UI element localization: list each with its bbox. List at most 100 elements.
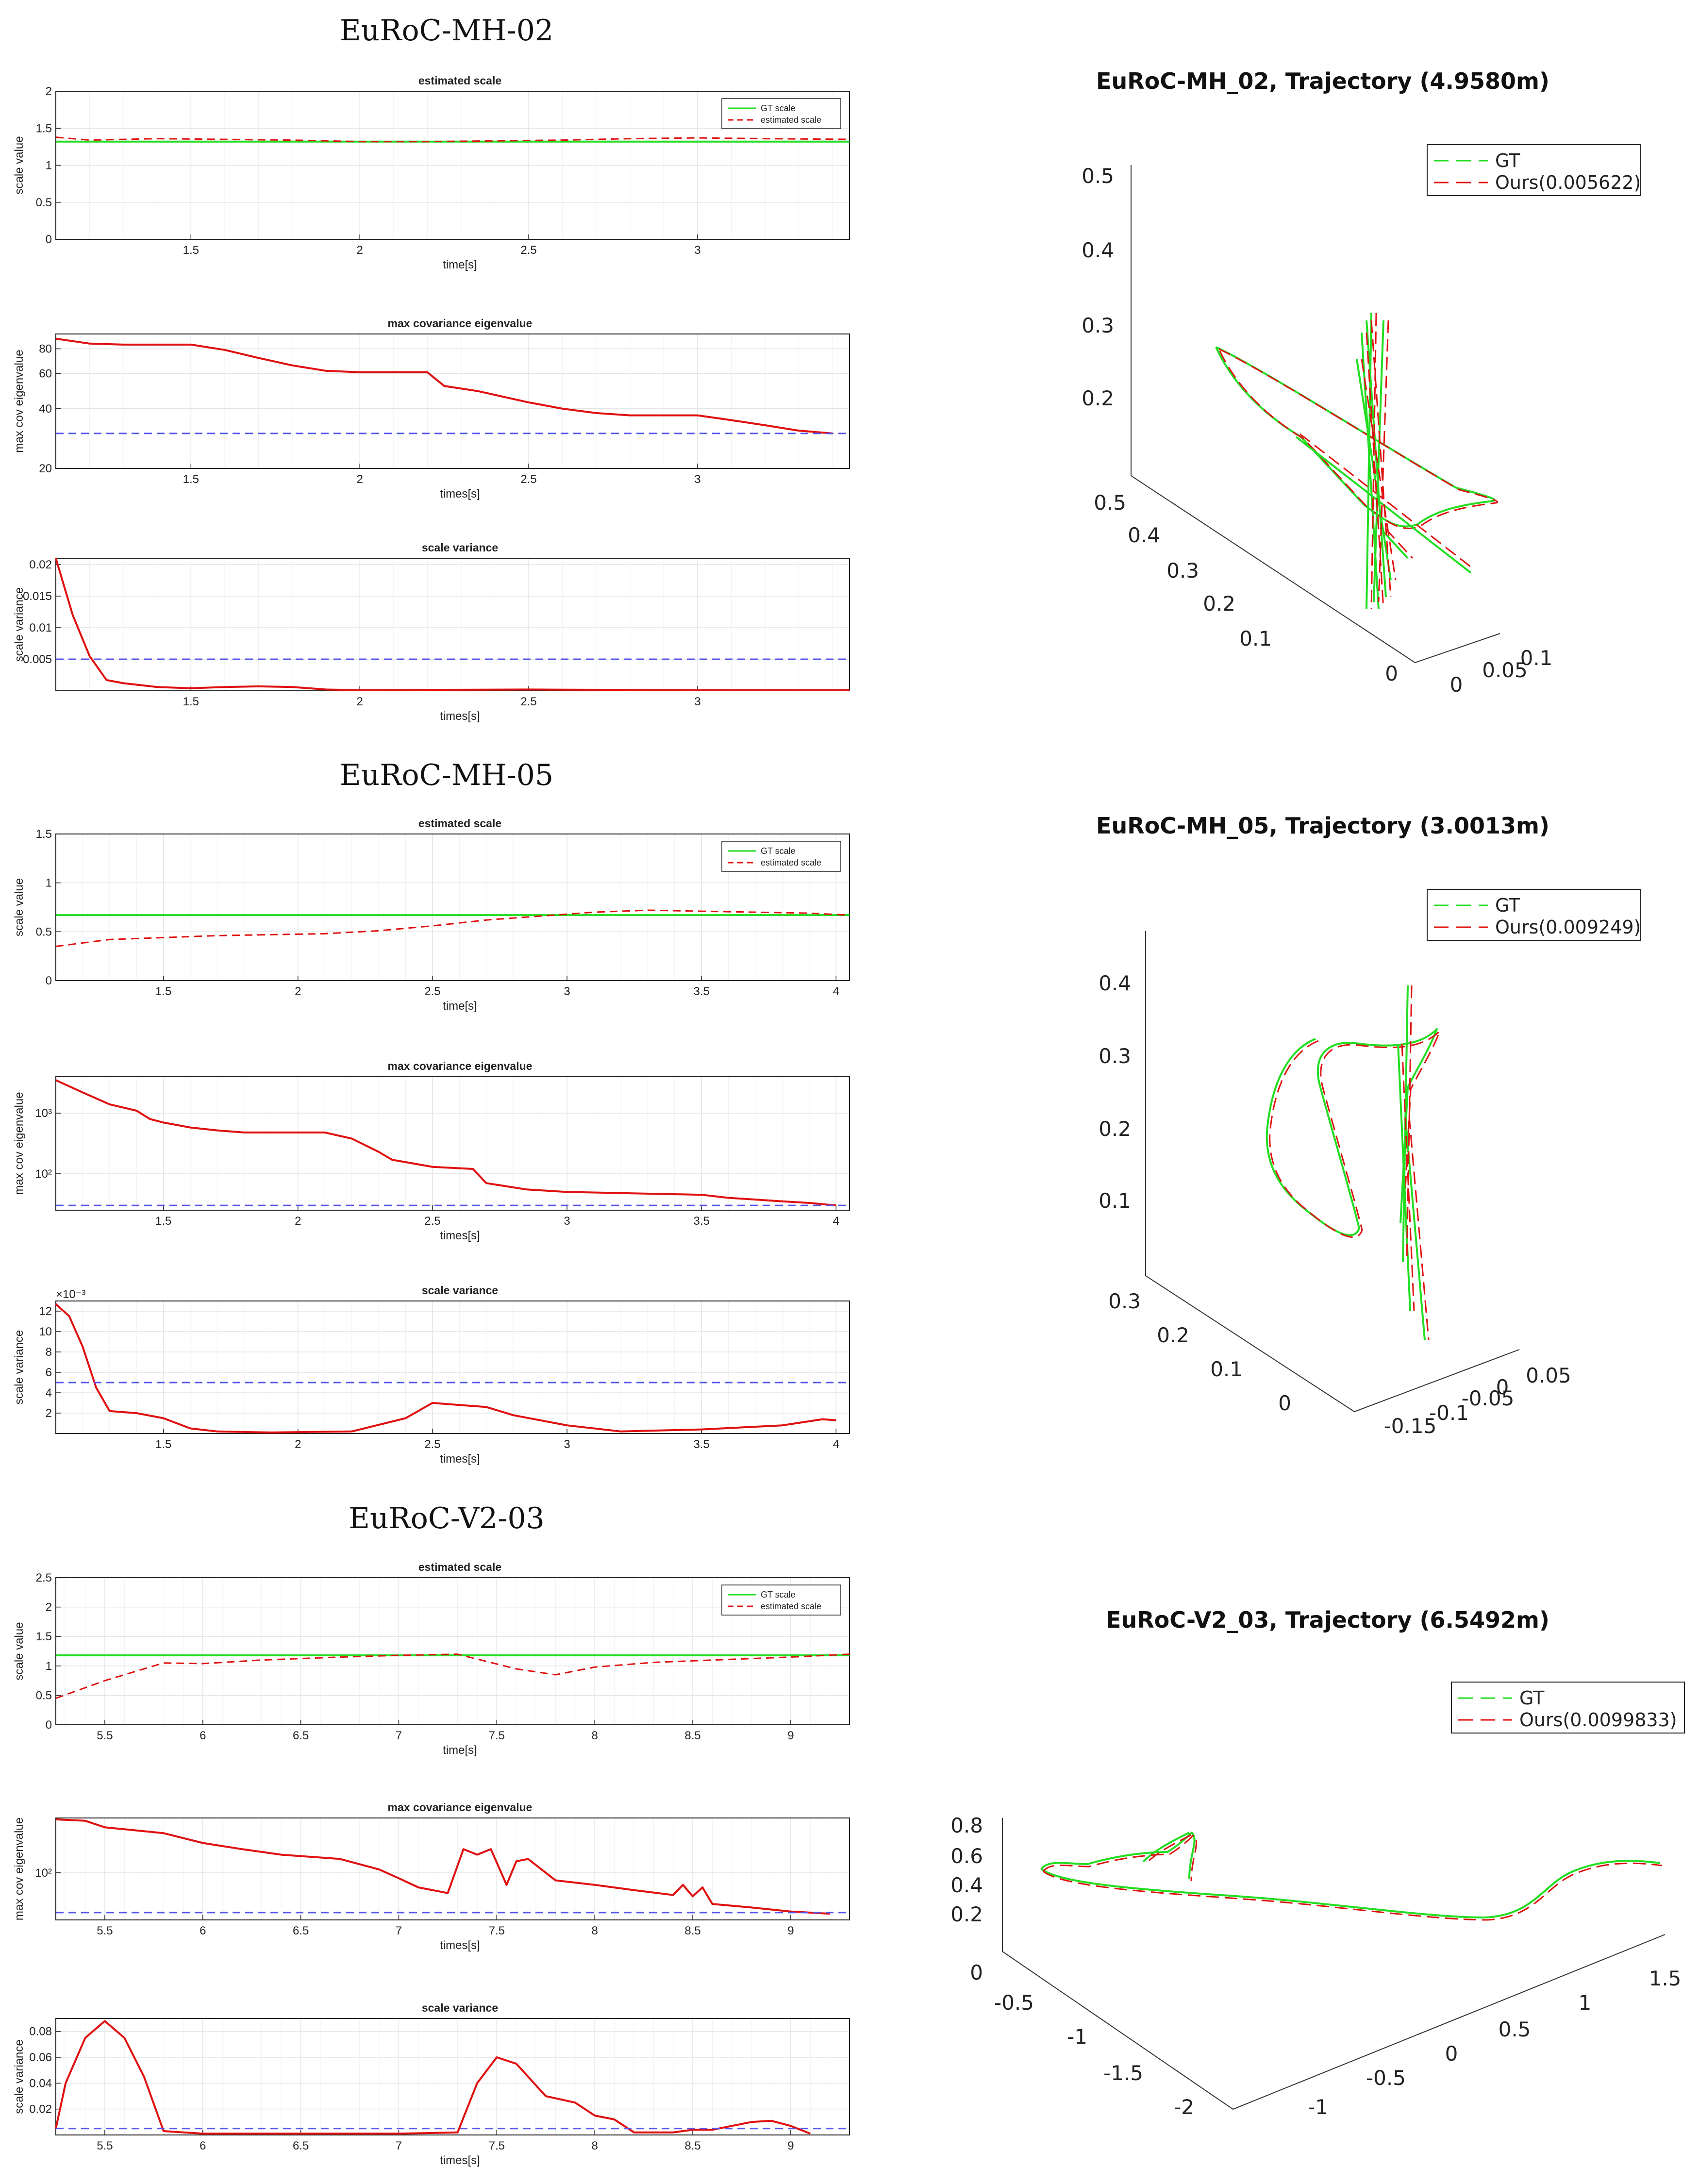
plot-title: max covariance eigenvalue — [388, 317, 533, 330]
plot-frame — [55, 1300, 850, 1434]
legend-label: Ours(0.009249) — [1495, 917, 1641, 938]
axis-tick-label: -2 — [1174, 2095, 1194, 2119]
x-tick-label: 1.5 — [155, 1215, 171, 1228]
y-tick-label: 1.5 — [36, 122, 52, 135]
x-tick-label: 2.5 — [424, 1438, 440, 1451]
legend-label: estimated scale — [761, 858, 821, 867]
y-tick-label: 0.02 — [29, 558, 52, 571]
x-axis-label: time[s] — [443, 258, 477, 271]
y-tick-label: 2.5 — [36, 1571, 52, 1584]
x-tick-label: 1.5 — [183, 244, 199, 257]
x-tick-label: 2 — [295, 1438, 301, 1451]
axis-tick-label: 0.1 — [1520, 646, 1553, 670]
x-axis-label: time[s] — [443, 1744, 477, 1757]
axis-tick-label: 0.4 — [1099, 971, 1131, 995]
axis-tick-label: 1 — [1579, 1991, 1592, 2015]
axis-lines — [1131, 165, 1500, 664]
y-tick-label: 10 — [39, 1325, 52, 1338]
legend-label: GT — [1495, 895, 1520, 916]
x-tick-label: 9 — [787, 1729, 794, 1742]
x-tick-label: 3 — [694, 473, 700, 486]
x-tick-label: 9 — [787, 1924, 794, 1937]
x-tick-label: 1.5 — [183, 473, 199, 486]
trajectory-estimated — [1269, 1030, 1441, 1238]
trajectory-estimated — [1218, 348, 1499, 529]
y-tick-label: 0.04 — [29, 2077, 52, 2090]
x-tick-label: 3.5 — [693, 1438, 709, 1451]
x-tick-label: 3.5 — [693, 1215, 709, 1228]
axis-tick-label: 0.1 — [1099, 1189, 1131, 1213]
series-line-estimated-scale — [55, 909, 850, 947]
legend-label: GT — [1495, 150, 1520, 171]
plot-title: EuRoC-MH_05, Trajectory (3.0013m) — [1096, 813, 1549, 839]
legend-label: GT scale — [761, 1590, 796, 1600]
trajectory-gt — [1266, 1028, 1438, 1236]
section-heading-v203: EuRoC-V2-03 — [349, 1501, 545, 1535]
y-tick-label: 60 — [39, 367, 52, 381]
y-axis-label: scale variance — [13, 2039, 26, 2114]
y-tick-label: 80 — [39, 343, 52, 356]
axis-tick-label: 0.3 — [1099, 1044, 1131, 1068]
y-tick-label: 10² — [35, 1167, 52, 1181]
legend-label: Ours(0.005622) — [1495, 172, 1641, 193]
trajectory-gt — [1295, 436, 1472, 574]
x-tick-label: 8 — [592, 1729, 598, 1742]
chart-mh05-traj: EuRoC-MH_05, Trajectory (3.0013m) 0.4 0.3 0… — [1096, 813, 1641, 1438]
plot-frame — [55, 1577, 850, 1725]
series-line-estimated-scale — [55, 136, 850, 143]
plot-frame — [55, 2018, 850, 2135]
plot-title: EuRoC-V2_03, Trajectory (6.5492m) — [1106, 1607, 1549, 1633]
y-tick-label: 0.02 — [29, 2103, 52, 2116]
y-tick-label: 2 — [46, 85, 52, 98]
legend-box — [721, 1584, 841, 1616]
x-axis-label: times[s] — [440, 487, 480, 500]
y-tick-label: 12 — [39, 1305, 52, 1318]
chart-v203-scale: 5.5 6 6.5 7 7.5 8 8.5 9 0 0.5 1 1.5 2 2.5 estimated sc… — [13, 1561, 850, 1757]
axis-tick-label: 0.6 — [950, 1844, 983, 1868]
series-line-max-covariance-eigenvalue — [55, 1079, 836, 1207]
y-tick-label: 0.08 — [29, 2025, 52, 2038]
x-axis-label: times[s] — [440, 2154, 480, 2167]
x-tick-label: 2 — [295, 1215, 301, 1228]
axis-tick-label: -0.15 — [1384, 1414, 1437, 1438]
x-tick-label: 7 — [396, 2139, 402, 2152]
legend-box — [721, 98, 841, 129]
axis-tick-label: 0.1 — [1239, 627, 1272, 650]
axis-tick-label: 0.8 — [950, 1814, 983, 1837]
y-tick-label: 1 — [46, 877, 52, 890]
series-line-scale-variance — [55, 1303, 836, 1434]
axis-tick-label: 0.3 — [1166, 559, 1199, 583]
chart-v203-eig: 5.5 6 6.5 7 7.5 8 8.5 9 10² max covariance eigenv… — [13, 1801, 850, 1952]
trajectory-gt — [1040, 1832, 1661, 1918]
plot-title: scale variance — [422, 1284, 498, 1297]
y-axis-label: scale variance — [13, 587, 26, 662]
x-tick-label: 5.5 — [97, 2139, 113, 2152]
axis-tick-label: 0.2 — [1203, 592, 1235, 616]
chart-mh02-scale: 1.5 2 2.5 3 0 0.5 1 1.5 2 estimated scale time[s] s… — [13, 74, 850, 271]
axis-tick-label: 0.2 — [950, 1902, 983, 1926]
axis-tick-label: 0.1 — [1210, 1357, 1243, 1381]
x-tick-label: 3 — [694, 695, 700, 708]
axis-tick-label: -1.5 — [1103, 2061, 1143, 2085]
y-tick-label: 1.5 — [36, 1630, 52, 1643]
x-tick-label: 2 — [356, 695, 363, 708]
x-axis-label: times[s] — [440, 1939, 480, 1952]
x-tick-label: 2.5 — [424, 985, 440, 998]
y-tick-label: 6 — [46, 1366, 52, 1379]
axis-tick-label: 0.4 — [1128, 523, 1160, 547]
x-tick-label: 3.5 — [693, 985, 709, 998]
x-tick-label: 6.5 — [293, 1729, 309, 1742]
trajectory-gt — [1397, 985, 1426, 1340]
legend-label: estimated scale — [761, 115, 821, 125]
x-tick-label: 7.5 — [489, 1729, 505, 1742]
chart-mh02-var: 1.5 2 2.5 3 0.005 0.01 0.015 0.02 scale variance… — [13, 541, 850, 723]
axis-tick-label: 0 — [1385, 662, 1398, 685]
y-tick-label: 0.015 — [23, 590, 52, 603]
y-axis-label: scale value — [13, 878, 26, 936]
axis-tick-label: -0.5 — [994, 1991, 1034, 2015]
y-axis-label: max cov eigenvalue — [13, 1092, 26, 1195]
axis-tick-label: 0.2 — [1157, 1323, 1189, 1347]
chart-v203-traj: EuRoC-V2_03, Trajectory (6.5492m) 0.8 0.6 0… — [950, 1607, 1685, 2119]
series-line-scale-variance — [55, 558, 850, 691]
